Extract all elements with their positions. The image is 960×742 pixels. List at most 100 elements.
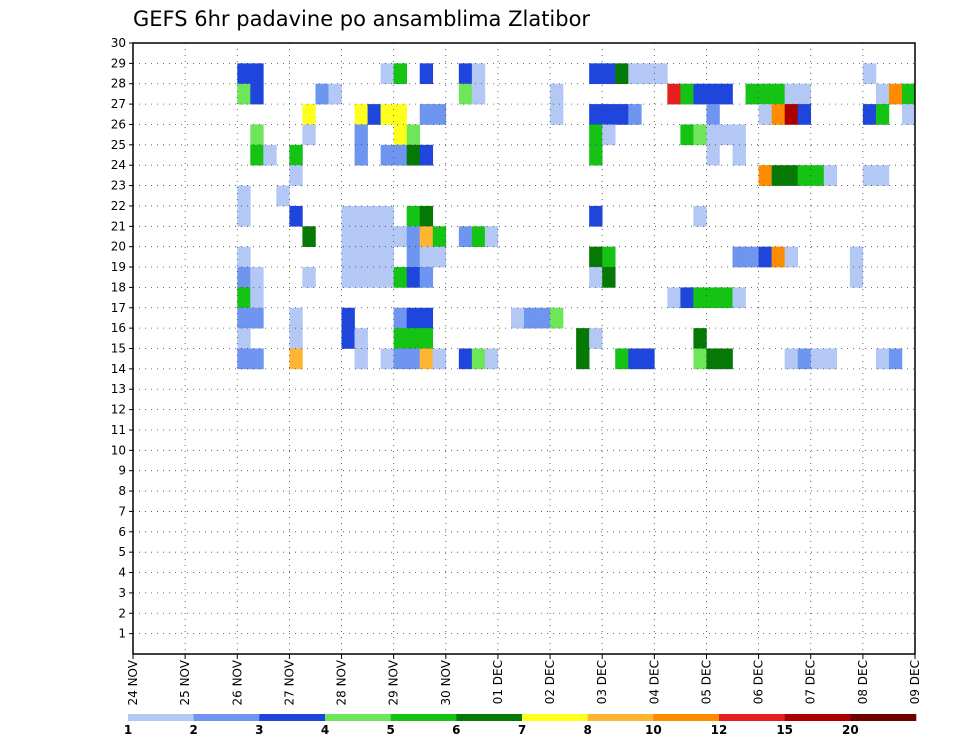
colorbar-label: 10 [645,723,662,737]
heatmap-cell [419,246,434,268]
colorbar-label: 12 [711,723,728,737]
heatmap-cell [484,348,499,370]
x-tick-label: 07 DEC [804,660,818,704]
heatmap-cell [354,267,368,288]
heatmap-cell [576,328,590,349]
heatmap-cell [237,83,251,105]
heatmap-cell [354,124,368,146]
heatmap-cell [419,267,434,288]
heatmap-cell [393,307,407,329]
heatmap-cell [341,267,355,288]
heatmap-cell [380,104,394,125]
heatmap-cell [289,348,303,370]
heatmap-cell [237,267,251,288]
y-tick-label: 29 [111,56,126,70]
heatmap-cell [419,226,434,247]
heatmap-cell [641,63,655,85]
heatmap-cell [406,226,421,247]
heatmap-cell [419,328,434,349]
heatmap-cell [432,226,447,247]
heatmap-cell [302,267,316,288]
y-tick-label: 20 [111,240,126,254]
colorbar-swatch [850,714,917,721]
colorbar-swatch [719,714,785,721]
heatmap-cell [250,83,264,105]
heatmap-cell [602,104,616,125]
heatmap-cell [862,63,877,85]
colorbar: 1 2 3 4 5 6 7 8 10 12 15 20 [124,714,917,737]
heatmap-cell [719,287,733,309]
heatmap-cell [341,328,355,349]
heatmap-cell [250,144,264,166]
heatmap-cell [458,83,473,105]
heatmap-cell [471,83,486,105]
heatmap-cell [393,63,407,85]
heatmap-cell [784,246,798,268]
y-tick-label: 11 [111,423,126,437]
heatmap-cell [289,165,303,186]
heatmap-cell [797,348,812,370]
heatmap-cell [393,226,407,247]
y-tick-label: 10 [111,443,126,457]
heatmap-cell [380,348,394,370]
y-tick-label: 13 [111,382,126,396]
heatmap-cell [589,328,603,349]
heatmap-cell [367,226,381,247]
heatmap-cell [289,205,303,227]
y-tick-label: 21 [111,219,126,233]
x-tick-label: 06 DEC [752,660,766,704]
heatmap-cell [380,205,394,227]
heatmap-cell [250,348,264,370]
y-tick-label: 15 [111,342,126,356]
heatmap-cell [367,205,381,227]
y-tick-label: 17 [111,301,126,315]
x-tick-label: 27 NOV [282,659,296,705]
heatmap-cell [237,246,251,268]
heatmap-cell [315,83,329,105]
heatmap-cell [341,307,355,329]
heatmap-cell [693,83,707,105]
heatmap-cell [771,104,785,125]
y-tick-label: 5 [118,545,126,559]
y-tick-label: 7 [118,504,126,518]
colorbar-label: 1 [124,723,132,737]
heatmap-cell [758,246,772,268]
heatmap-cell [289,144,303,166]
heatmap-cell [406,124,421,146]
heatmap-cell [615,348,629,370]
colorbar-swatch [128,714,194,721]
heatmap-cell [380,246,394,268]
heatmap-cell [901,104,916,125]
heatmap-cell [849,267,864,288]
y-tick-label: 25 [111,138,126,152]
heatmap-cell [875,104,890,125]
heatmap-cell [354,205,368,227]
heatmap-cell [888,348,903,370]
x-tick-label: 04 DEC [647,660,661,704]
heatmap-cell [406,307,421,329]
heatmap-cell [693,348,707,370]
heatmap-cell [419,104,434,125]
heatmap-cell [237,348,251,370]
heatmap-cell [641,348,655,370]
heatmap-cell [419,205,434,227]
heatmap-cell [458,226,473,247]
colorbar-label: 7 [518,723,526,737]
heatmap-cell [719,124,733,146]
heatmap-cell [628,104,642,125]
heatmap-cell [797,165,812,186]
y-tick-label: 24 [111,158,126,172]
y-tick-label: 22 [111,199,126,213]
x-tick-label: 08 DEC [856,660,870,704]
heatmap-cell [901,83,916,105]
heatmap-cell [589,144,603,166]
heatmap-cell [550,104,564,125]
heatmap-cell [602,63,616,85]
heatmap-cell [823,165,838,186]
x-tick-label: 03 DEC [595,660,609,704]
heatmap-cell [419,307,434,329]
heatmap-cell [706,124,720,146]
x-axis: 24 NOV 25 NOV 26 NOV 27 NOV 28 NOV 29 NOV 30 N… [126,654,922,706]
heatmap-cell [302,226,316,247]
heatmap-cell [302,124,316,146]
